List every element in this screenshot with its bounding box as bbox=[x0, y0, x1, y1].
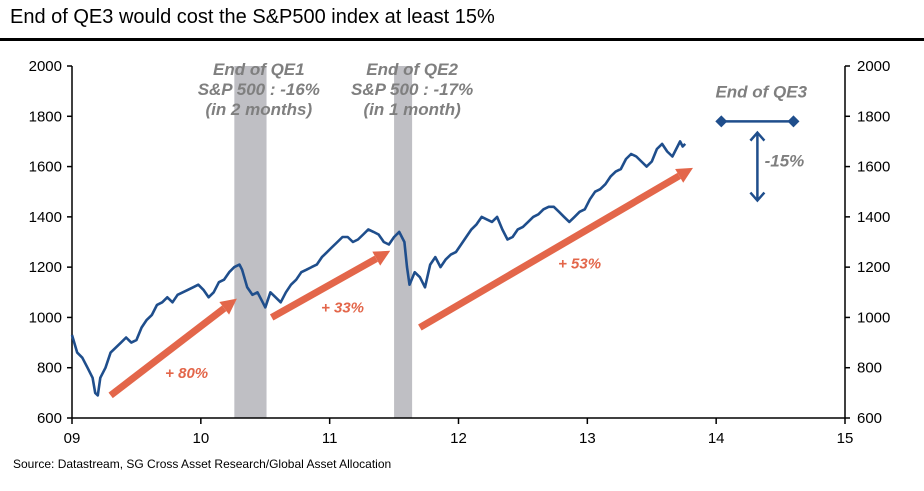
y-tick-label-left: 1600 bbox=[29, 159, 62, 176]
y-tick-label-right: 2000 bbox=[857, 58, 890, 75]
y-tick-label-left: 600 bbox=[37, 410, 62, 427]
trend-arrow-1 bbox=[108, 305, 227, 399]
trend-arrow-3 bbox=[418, 172, 681, 331]
qe3-drop-arrowhead-down bbox=[749, 191, 766, 203]
title-underline bbox=[0, 38, 924, 41]
annotation-4: -15% bbox=[765, 152, 805, 171]
chart-title: End of QE3 would cost the S&P500 index a… bbox=[10, 6, 495, 28]
y-tick-label-right: 600 bbox=[857, 410, 882, 427]
y-tick-label-left: 800 bbox=[37, 360, 62, 377]
x-tick-label: 11 bbox=[322, 430, 338, 447]
y-tick-label-left: 1800 bbox=[29, 108, 62, 125]
annotation-2: End of QE2 S&P 500 : -17% (in 1 month) bbox=[351, 60, 473, 119]
qe3-level-marker-right bbox=[787, 115, 800, 128]
trend-arrow-head-2 bbox=[372, 250, 391, 266]
trend-arrow-head-1 bbox=[219, 298, 237, 315]
qe3-level-marker-left bbox=[715, 115, 728, 128]
annotation-line: -15% bbox=[765, 152, 805, 171]
annotation-line: (in 1 month) bbox=[363, 100, 461, 119]
annotation-line: S&P 500 : -16% bbox=[198, 80, 320, 99]
y-tick-label-right: 1600 bbox=[857, 159, 890, 176]
y-tick-label-left: 2000 bbox=[29, 58, 62, 75]
shaded-period-1 bbox=[234, 66, 267, 418]
qe3-drop-arrowhead-up bbox=[749, 130, 766, 142]
x-tick-label: 13 bbox=[579, 430, 596, 447]
y-tick-label-left: 1000 bbox=[29, 309, 62, 326]
annotation-line: (in 2 months) bbox=[205, 100, 312, 119]
y-tick-label-right: 800 bbox=[857, 360, 882, 377]
sp500-series-line bbox=[70, 140, 687, 397]
trend-arrows: + 80% + 33% + 53% bbox=[108, 167, 693, 399]
annotation-line: End of QE3 bbox=[715, 82, 807, 101]
trend-arrow-2 bbox=[269, 255, 378, 321]
x-tick-label: 09 bbox=[64, 430, 81, 447]
annotation-line: S&P 500 : -17% bbox=[351, 80, 473, 99]
x-tick-label: 14 bbox=[708, 430, 725, 447]
y-tick-label-right: 1000 bbox=[857, 309, 890, 326]
trend-arrow-label-3: + 53% bbox=[558, 255, 601, 272]
annotation-line: End of QE2 bbox=[366, 60, 458, 79]
trend-arrow-label-1: + 80% bbox=[165, 365, 208, 382]
annotation-layer: End of QE1 S&P 500 : -16% (in 2 months)End… bbox=[198, 60, 808, 203]
annotation-3: End of QE3 bbox=[715, 82, 807, 101]
trend-arrow-head-3 bbox=[675, 167, 693, 183]
annotation-1: End of QE1 S&P 500 : -16% (in 2 months) bbox=[198, 60, 320, 119]
trend-arrow-label-2: + 33% bbox=[321, 299, 364, 316]
series-layer bbox=[70, 140, 687, 397]
x-tick-label: 10 bbox=[192, 430, 209, 447]
y-tick-label-left: 1400 bbox=[29, 209, 62, 226]
x-tick-label: 15 bbox=[837, 430, 854, 447]
y-tick-label-left: 1200 bbox=[29, 259, 62, 276]
y-tick-label-right: 1200 bbox=[857, 259, 890, 276]
y-tick-label-right: 1800 bbox=[857, 108, 890, 125]
x-tick-label: 12 bbox=[450, 430, 467, 447]
y-tick-label-right: 1400 bbox=[857, 209, 890, 226]
axes: 600 600 800 800 1000 1000 1200 1200 1400 1400 1600… bbox=[29, 58, 891, 447]
source-note: Source: Datastream, SG Cross Asset Resea… bbox=[13, 457, 392, 471]
annotation-line: End of QE1 bbox=[213, 60, 305, 79]
